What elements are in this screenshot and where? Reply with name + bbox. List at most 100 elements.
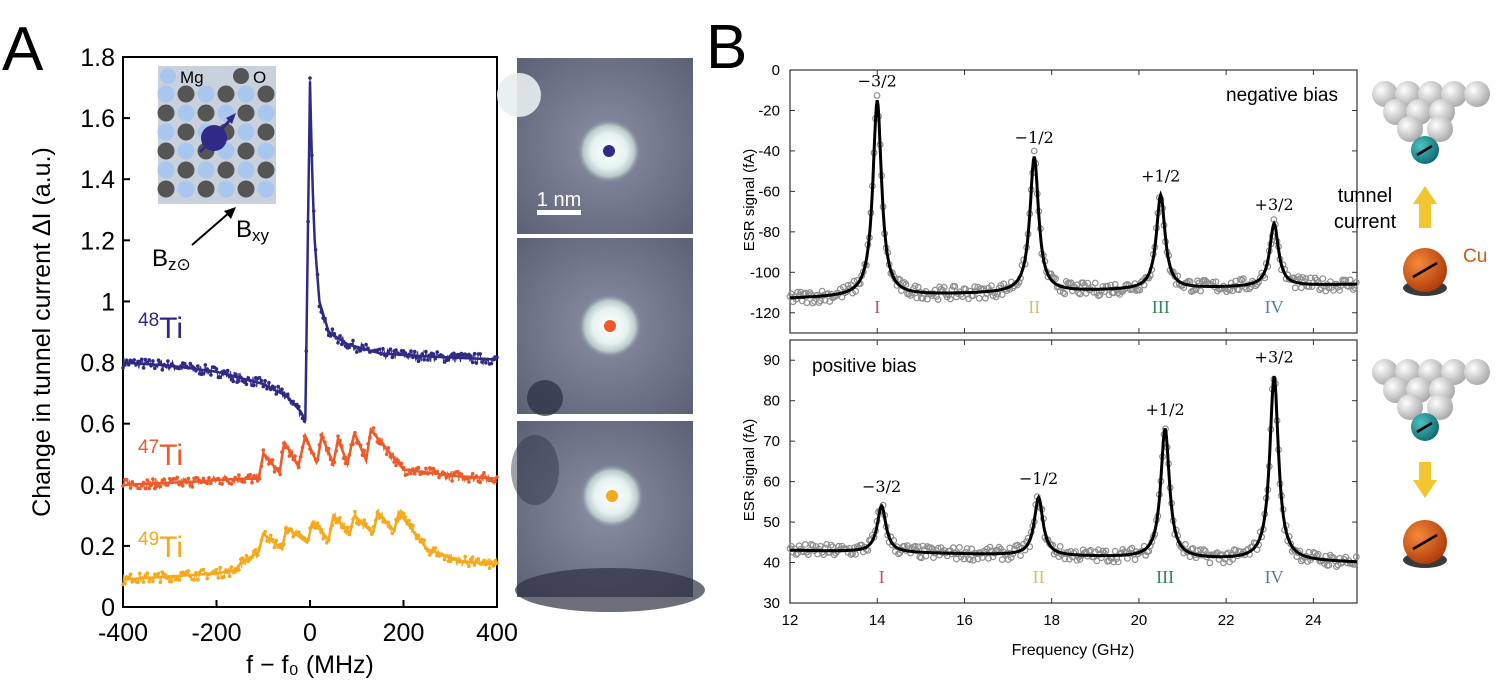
mg-atom — [157, 123, 175, 141]
series-48Ti-point — [351, 338, 355, 343]
series-49Ti-point — [218, 565, 222, 570]
tip-spheres-top — [1372, 81, 1490, 142]
peak-label: −3/2 — [858, 71, 897, 90]
b-xtick-label: 24 — [1305, 612, 1322, 629]
esr-data-point — [1305, 548, 1313, 556]
roman-numeral-II: II — [1033, 567, 1045, 587]
series-48Ti-point — [377, 347, 382, 352]
cu-spin-arrow-bottom — [1412, 533, 1438, 551]
esr-fit-line — [790, 99, 1357, 300]
tip-schematic-top: tunnel current Cu — [1334, 81, 1490, 296]
series-47Ti-point — [250, 480, 254, 485]
bz-label-b: B — [152, 245, 168, 272]
series-47Ti-point — [412, 471, 417, 476]
b-ytick-label: 60 — [763, 474, 780, 491]
b-ytick-label: -60 — [758, 183, 780, 200]
o-atom — [257, 85, 275, 103]
esr-data-point — [827, 541, 835, 549]
series-47Ti-point — [128, 486, 133, 490]
a-ytick-label: 1.6 — [80, 105, 115, 133]
bxy-label-sub: xy — [252, 226, 270, 245]
series-49Ti-point — [422, 538, 426, 542]
series-49Ti-point — [407, 518, 411, 523]
series-47Ti-point — [478, 480, 483, 485]
series-48Ti-point — [203, 363, 208, 367]
a-ytick-label: 0.6 — [80, 411, 115, 439]
series-47Ti-point — [205, 481, 209, 486]
series-49Ti-point — [222, 575, 226, 579]
series-49Ti-point — [229, 565, 234, 569]
roman-numeral-III: III — [1156, 567, 1174, 587]
series-48Ti-point — [244, 382, 249, 387]
esr-data-point — [815, 299, 823, 307]
esr-data-point — [956, 544, 963, 551]
b-xtick-label: 14 — [869, 612, 886, 629]
series-49Ti-point — [315, 521, 320, 525]
esr-data-point — [1056, 543, 1064, 550]
esr-data-point — [930, 554, 937, 561]
series-47Ti-point — [394, 463, 398, 468]
peak-label: +3/2 — [1255, 347, 1294, 366]
b-xtick-label: 12 — [782, 612, 799, 629]
series-48Ti-point — [340, 342, 344, 347]
esr-data-point — [1314, 550, 1322, 558]
series-47Ti-point — [493, 479, 497, 484]
stm-images: 1 nm — [497, 58, 705, 612]
o-atom — [157, 104, 175, 122]
o-atom — [237, 104, 255, 122]
series-48Ti-point — [412, 349, 417, 354]
series-47Ti-point — [186, 476, 191, 481]
o-atom — [177, 161, 195, 179]
tunnel-label: tunnel — [1338, 185, 1393, 207]
series-48Ti-point — [147, 358, 151, 362]
roman-numeral-I: I — [874, 297, 880, 317]
series-48Ti-point — [257, 375, 262, 380]
series-48Ti-point — [431, 352, 436, 356]
a-xtick-label: 200 — [383, 619, 425, 647]
o-atom — [257, 161, 275, 179]
esr-data-point — [1096, 291, 1104, 299]
mg-atom — [177, 104, 195, 122]
peak-label: +3/2 — [1255, 195, 1294, 214]
series-49Ti-point — [470, 555, 475, 559]
series-48Ti-point — [422, 358, 426, 362]
series-47Ti-point — [437, 475, 441, 480]
series-47Ti-point — [138, 486, 142, 491]
esr-data-point — [801, 541, 809, 548]
esr-data-point — [986, 543, 994, 551]
series-47Ti-point — [405, 472, 410, 477]
series-48Ti-point — [474, 361, 479, 365]
esr-data-point — [1316, 286, 1324, 294]
series-49Ti-point — [268, 533, 273, 538]
series-49Ti-point — [487, 566, 492, 570]
series-47Ti-point — [147, 486, 151, 491]
esr-data-point — [1131, 556, 1139, 563]
esr-data-point — [946, 295, 954, 303]
panel-b-top-frame — [789, 69, 1358, 334]
mg-atom — [157, 161, 175, 179]
label-48ti-element: Ti — [159, 312, 183, 345]
mg-atom — [177, 180, 195, 198]
esr-data-point — [1181, 541, 1189, 548]
series-48Ti-point — [416, 359, 421, 364]
esr-data-point — [1206, 559, 1214, 567]
esr-data-point — [1297, 284, 1305, 292]
esr-data-point — [1172, 281, 1180, 288]
esr-data-point — [974, 555, 982, 563]
series-49Ti-point — [263, 529, 267, 534]
esr-data-point — [971, 283, 979, 291]
series-49Ti-point — [338, 516, 342, 520]
series-49Ti-point — [398, 516, 402, 520]
series-49Ti-point — [128, 572, 133, 577]
a-ytick-label: 1.2 — [80, 227, 115, 255]
esr-data-point — [969, 556, 977, 564]
series-49Ti-point — [147, 579, 151, 584]
o-atom — [157, 142, 175, 160]
series-48Ti-point — [435, 350, 440, 354]
tip-sphere — [1464, 81, 1490, 107]
series-48Ti-point — [358, 348, 363, 353]
series-47Ti-point — [392, 460, 396, 464]
peak-label: +1/2 — [1146, 400, 1185, 419]
esr-data-point — [1017, 552, 1024, 559]
mg-atom — [237, 161, 255, 179]
